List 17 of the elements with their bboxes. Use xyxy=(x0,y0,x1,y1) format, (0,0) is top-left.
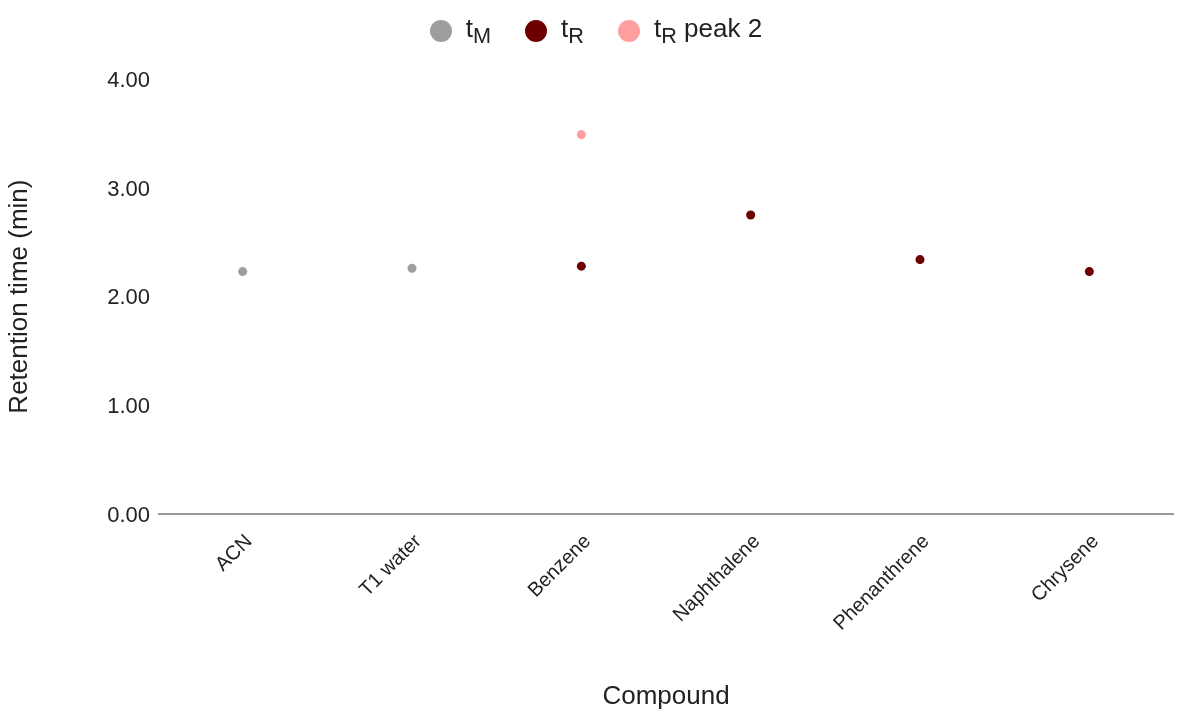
point xyxy=(576,261,586,271)
legend-label: t$_{M}$ xyxy=(465,13,492,50)
point xyxy=(576,130,586,140)
y-tick-label: 2.00 xyxy=(107,284,150,310)
y-tick-label: 4.00 xyxy=(107,67,150,92)
y-tick-label: 0.00 xyxy=(107,501,150,527)
point xyxy=(407,263,417,273)
point xyxy=(746,210,756,220)
x-axis-title: Compound xyxy=(602,680,730,710)
y-axis-title: Retention time (min) xyxy=(3,179,34,414)
legend-label: t$_{R}$ xyxy=(561,13,584,50)
y-tick-label: 3.00 xyxy=(107,175,150,201)
point xyxy=(1084,267,1094,277)
y-tick-label: 1.00 xyxy=(107,393,150,419)
point xyxy=(238,267,248,277)
legend-label: t$_{R}$ peak 2 xyxy=(653,13,763,50)
point xyxy=(915,255,925,265)
